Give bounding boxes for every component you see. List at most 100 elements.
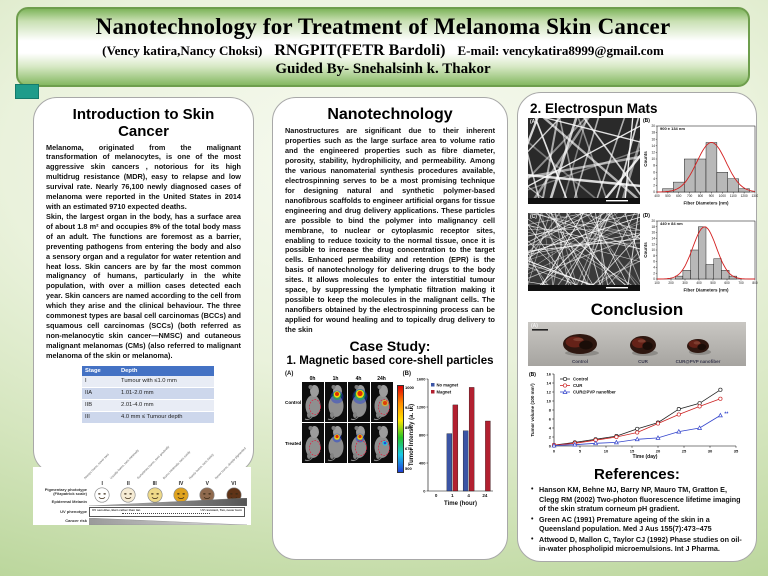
intro-card: Introduction to Skin Cancer Melanoma, or… bbox=[33, 97, 254, 474]
svg-text:18: 18 bbox=[651, 225, 655, 229]
electrospun-card: 2. Electrospun Mats (A) 400 500 600 700 800 9… bbox=[517, 92, 759, 562]
svg-text:2: 2 bbox=[549, 434, 552, 439]
svg-text:30: 30 bbox=[708, 449, 713, 454]
phototype-I: Always burns, never tans I bbox=[83, 452, 115, 503]
svg-text:1: 1 bbox=[451, 493, 454, 498]
nanotechnology-title: Nanotechnology bbox=[327, 106, 453, 123]
table-cell: III bbox=[82, 411, 118, 424]
svg-text:800: 800 bbox=[698, 194, 704, 198]
table-cell: 1.01-2.0 mm bbox=[118, 387, 214, 400]
svg-text:0: 0 bbox=[653, 277, 655, 281]
conclusion-title: Conclusion bbox=[590, 300, 684, 319]
case-study-item: 1. Magnetic based core-shell particles bbox=[286, 354, 494, 367]
svg-text:CUR: CUR bbox=[638, 359, 648, 364]
svg-text:4: 4 bbox=[653, 177, 655, 181]
svg-text:10: 10 bbox=[651, 157, 655, 161]
histogram-b-wrap: 400 500 600 700 800 900 1000 1100 1200 1300 0 2 4 6 8 1… bbox=[642, 118, 759, 211]
nanotechnology-body: Nanostructures are significant due to th… bbox=[285, 126, 495, 334]
timepoint-header: 0h 1h 4h 24h bbox=[301, 376, 393, 382]
table-row: IIA 1.01-2.0 mm bbox=[82, 387, 214, 400]
svg-text:4: 4 bbox=[653, 266, 655, 270]
email-label: E-mail: bbox=[457, 43, 500, 58]
panel-b-label: (B) bbox=[402, 370, 411, 377]
svg-text:12: 12 bbox=[547, 389, 552, 394]
face-icon bbox=[120, 487, 136, 503]
face-icon bbox=[199, 487, 215, 503]
email-line: E-mail: vencykatira8999@gmail.com bbox=[458, 43, 664, 59]
intensity-colorbar: 1000 925 850 675 500 bbox=[397, 384, 414, 473]
svg-text:Time (day): Time (day) bbox=[633, 454, 658, 459]
phototype-II: Usually burns, tans minimally II bbox=[109, 448, 141, 503]
svg-text:CUR: CUR bbox=[573, 383, 583, 388]
svg-text:14: 14 bbox=[651, 144, 655, 148]
svg-text:Tumor volume (100 mm³): Tumor volume (100 mm³) bbox=[530, 383, 535, 437]
intro-title: Introduction to Skin Cancer bbox=[72, 106, 215, 141]
svg-text:600: 600 bbox=[724, 281, 730, 285]
timepoint-label: 4h bbox=[355, 375, 362, 382]
svg-text:20: 20 bbox=[651, 219, 655, 223]
svg-text:1300: 1300 bbox=[751, 194, 758, 198]
table-row: III 4.0 mm ≤ Tumour depth bbox=[82, 411, 214, 424]
svg-text:200: 200 bbox=[668, 281, 674, 285]
reference-item: Hanson KM, Behne MJ, Barry NP, Mauro TM,… bbox=[531, 485, 746, 514]
svg-text:400: 400 bbox=[696, 281, 702, 285]
specimen-panel-label: (A) bbox=[531, 323, 538, 329]
svg-text:24: 24 bbox=[482, 493, 488, 498]
svg-text:2: 2 bbox=[653, 184, 655, 188]
uv-phenotype-box: UV sensitive, Burn rather than tan UV re… bbox=[89, 507, 245, 517]
svg-text:400: 400 bbox=[654, 194, 660, 198]
uv-sensitive-label: UV sensitive, Burn rather than tan bbox=[92, 508, 141, 512]
svg-text:6: 6 bbox=[653, 260, 655, 264]
svg-text:Counts: Counts bbox=[643, 151, 648, 167]
timepoint-label: 1h bbox=[332, 375, 339, 382]
corner-accent-box bbox=[15, 84, 39, 99]
sem-row-2: (C) 100 200 300 400 500 600 700 800 0 2 4 6 8 10 12 14 1… bbox=[528, 213, 758, 298]
phototype-numeral: I bbox=[101, 481, 103, 487]
mouse-scan-panel bbox=[370, 423, 393, 464]
sem-row-1: (A) 400 500 600 700 800 900 1000 1100 1200 1300 0 2… bbox=[528, 118, 759, 211]
svg-text:12: 12 bbox=[651, 151, 655, 155]
svg-text:1200: 1200 bbox=[417, 404, 427, 409]
mouse-scan-panel bbox=[301, 382, 324, 423]
svg-text:Fiber Diameters (nm): Fiber Diameters (nm) bbox=[683, 288, 729, 293]
svg-text:500: 500 bbox=[665, 194, 671, 198]
svg-text:8: 8 bbox=[653, 254, 655, 258]
table-cell: Tumour with ≤1.0 mm bbox=[118, 375, 214, 388]
stage-depth-table: Stage Depth I Tumour with ≤1.0 mm IIA 1.01-2.… bbox=[82, 365, 214, 424]
svg-text:Control: Control bbox=[572, 359, 588, 364]
case-study-title: Case Study: bbox=[349, 337, 431, 354]
svg-text:300: 300 bbox=[682, 281, 688, 285]
mouse-scan-panel bbox=[347, 382, 370, 423]
svg-text:0: 0 bbox=[653, 190, 655, 194]
uv-dotted-line bbox=[122, 512, 210, 514]
sem-a-label: (A) bbox=[530, 119, 537, 125]
author-line: (Vency katira,Nancy Choksi) RNGPIT(FETR … bbox=[18, 42, 748, 60]
phototype-numeral: IV bbox=[178, 481, 184, 487]
electrospun-title: 2. Electrospun Mats bbox=[530, 101, 658, 116]
svg-text:500: 500 bbox=[710, 281, 716, 285]
mouse-row: Treated bbox=[285, 423, 393, 464]
svg-text:20: 20 bbox=[651, 124, 655, 128]
tumor-chart-label: (B) bbox=[529, 372, 536, 378]
mouse-scan-panel bbox=[324, 423, 347, 464]
colorbar-gradient bbox=[397, 384, 404, 473]
uv-resistant-label: UV resistant, Tan, never burn bbox=[200, 508, 242, 512]
poster-title: Nanotechnology for Treatment of Melanoma… bbox=[95, 14, 671, 39]
reference-item: Green AC (1991) Premature ageing of the … bbox=[531, 515, 746, 534]
mouse-scan-panel bbox=[370, 382, 393, 423]
table-row: I Tumour with ≤1.0 mm bbox=[82, 375, 214, 388]
svg-text:Fiber Diameters (nm): Fiber Diameters (nm) bbox=[683, 201, 729, 206]
phototype-numeral: V bbox=[205, 481, 209, 487]
svg-text:1600: 1600 bbox=[417, 376, 427, 381]
phototype-faces-row: Always burns, never tans I Usually burns, … bbox=[83, 445, 247, 503]
table-cell: IIA bbox=[82, 387, 118, 400]
svg-text:6: 6 bbox=[653, 170, 655, 174]
guided-by: Guided By- Snehalsinh k. Thakor bbox=[275, 61, 491, 77]
mouse-scan-panel bbox=[324, 382, 347, 423]
reference-item: Attwood D, Mallon C, Taylor CJ (1992) Ph… bbox=[531, 535, 746, 554]
phototype-numeral: III bbox=[152, 481, 157, 487]
colorbar-tick: 925 bbox=[405, 405, 412, 410]
hist-d-label: (D) bbox=[643, 213, 650, 219]
svg-text:14: 14 bbox=[651, 237, 655, 241]
colorbar-tick: 1000 bbox=[405, 384, 414, 390]
